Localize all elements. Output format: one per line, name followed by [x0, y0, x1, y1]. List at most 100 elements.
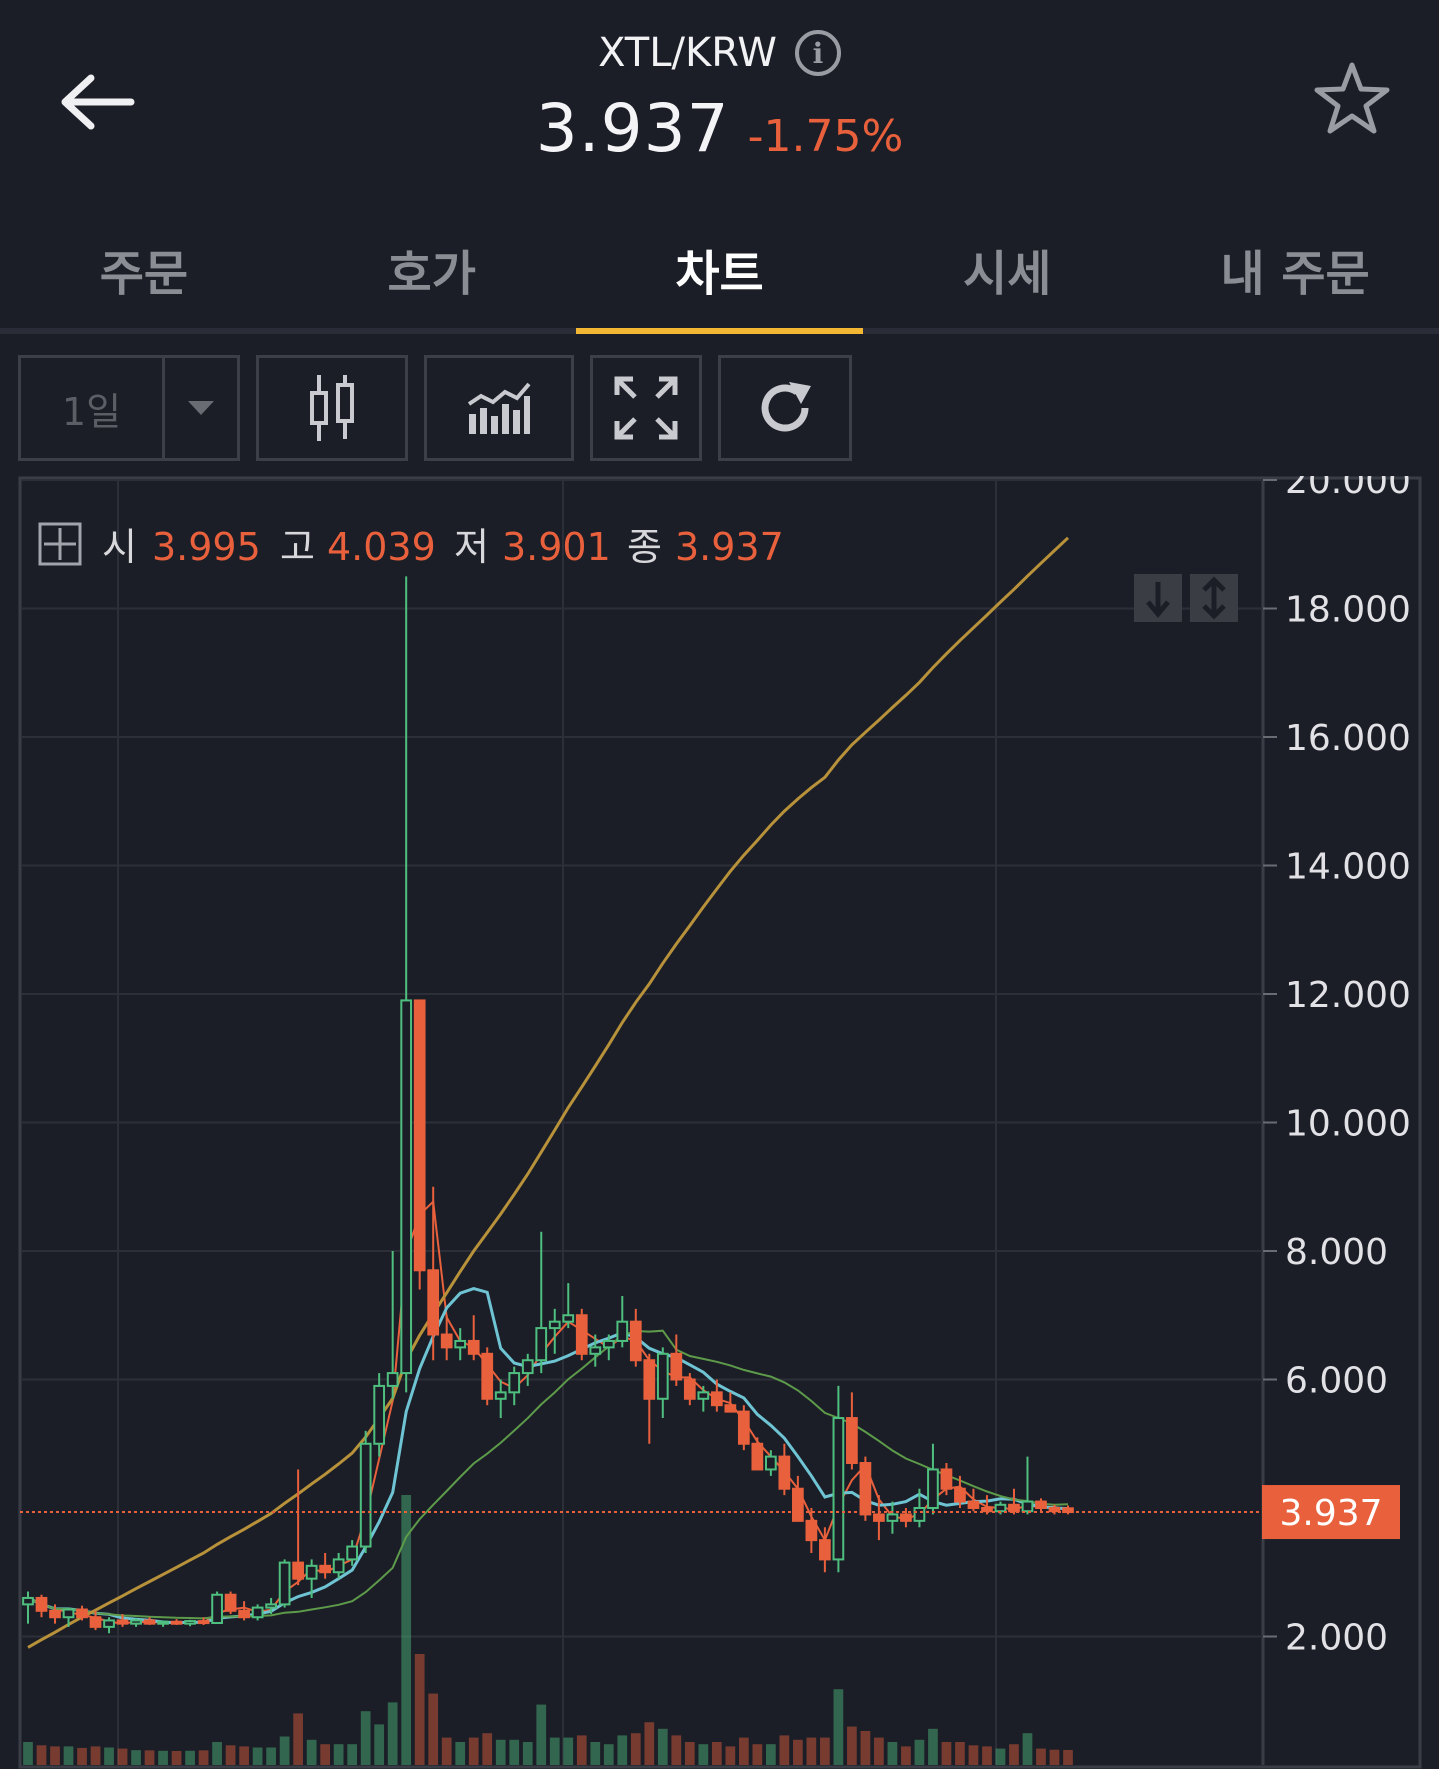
volume-bar-25	[360, 1711, 371, 1765]
tab-chart[interactable]: 차트	[575, 210, 864, 334]
volume-bar-23	[333, 1744, 344, 1765]
candle-body-21	[305, 1564, 318, 1580]
candle-body-58	[805, 1519, 818, 1542]
volume-bar-16	[239, 1746, 249, 1765]
price-chart[interactable]: 2.000 6.000 8.000 10.000 12.000 14.000 16.000 1…	[18, 461, 1422, 1769]
candle-body-60	[832, 1417, 845, 1561]
candle-body-61	[846, 1417, 858, 1465]
low-label: 저	[454, 525, 489, 569]
volume-bar-67	[928, 1728, 938, 1765]
tab-market[interactable]: 시세	[863, 210, 1151, 328]
candle-body-12	[184, 1620, 196, 1625]
volume-bar-15	[225, 1745, 236, 1765]
interval-value: 1일	[21, 358, 165, 458]
volume-bar-55	[765, 1744, 776, 1765]
candle-body-2	[49, 1609, 61, 1619]
volume-bar-34	[482, 1733, 493, 1765]
volume-bar-1	[36, 1745, 47, 1765]
volume-bar-18	[266, 1747, 276, 1765]
volume-bar-63	[874, 1737, 884, 1765]
volume-bar-44	[617, 1735, 628, 1765]
indicators-button[interactable]	[424, 355, 574, 461]
volume-bar-39	[549, 1737, 560, 1765]
chart-canvas[interactable]: 2.000 6.000 8.000 10.000 12.000 14.000 16.000 1…	[18, 461, 1422, 1769]
candle-body-43	[602, 1339, 615, 1349]
candle-body-23	[332, 1558, 345, 1574]
chart-type-button[interactable]	[256, 355, 408, 461]
volume-bar-11	[171, 1751, 182, 1765]
volume-bar-69	[955, 1742, 965, 1765]
info-icon[interactable]: i	[794, 30, 841, 76]
volume-bar-72	[995, 1748, 1006, 1765]
candle-body-31	[440, 1333, 453, 1349]
volume-bar-29	[414, 1654, 425, 1765]
legend-toggle-icon[interactable]	[38, 522, 82, 566]
candle-body-73	[1008, 1503, 1020, 1513]
candle-body-52	[724, 1404, 737, 1413]
candle-body-34	[481, 1352, 494, 1400]
volume-bar-13	[198, 1750, 209, 1765]
volume-bar-7	[117, 1748, 128, 1765]
candle-body-20	[292, 1561, 304, 1580]
volume-bar-22	[320, 1744, 331, 1765]
tab-orderbook[interactable]: 호가	[288, 210, 576, 328]
candle-body-4	[76, 1608, 88, 1619]
y-tick-label-3: 10.000	[1285, 1104, 1411, 1145]
candle-body-50	[697, 1391, 710, 1400]
volume-bar-42	[590, 1742, 601, 1765]
ohlc-legend: 시 3.995 고 4.039 저 3.901 종 3.937	[38, 522, 784, 569]
interval-select[interactable]: 1일	[18, 355, 240, 461]
candle-body-76	[1048, 1507, 1061, 1513]
tab-bar: 주문 호가 차트 시세 내 주문	[0, 210, 1439, 334]
fit-vertical-button[interactable]	[1190, 574, 1238, 622]
tab-chart-label: 차트	[675, 246, 764, 302]
volume-bar-47	[657, 1728, 668, 1765]
candle-body-38	[535, 1327, 548, 1362]
candle-body-15	[224, 1593, 237, 1612]
volume-bar-51	[711, 1742, 722, 1765]
candle-body-41	[575, 1314, 588, 1355]
volume-bar-45	[630, 1733, 641, 1765]
favorite-button[interactable]	[1310, 56, 1394, 140]
volume-bar-65	[901, 1746, 911, 1765]
volume-bar-40	[563, 1737, 574, 1765]
candle-body-71	[981, 1507, 993, 1513]
volume-bar-8	[131, 1750, 141, 1765]
scroll-down-button[interactable]	[1134, 574, 1182, 622]
fullscreen-button[interactable]	[590, 355, 702, 461]
tab-order[interactable]: 주문	[0, 210, 288, 328]
volume-bar-43	[603, 1744, 614, 1765]
volume-bar-17	[252, 1747, 263, 1765]
candle-body-65	[900, 1513, 912, 1522]
candle-body-72	[994, 1503, 1007, 1513]
y-tick-label-6: 16.000	[1285, 718, 1411, 759]
candle-body-45	[629, 1320, 642, 1362]
star-icon	[1314, 62, 1390, 134]
refresh-button[interactable]	[718, 355, 852, 461]
back-button[interactable]	[56, 60, 140, 144]
candle-body-28	[400, 999, 413, 1375]
tab-orderbook-label: 호가	[387, 246, 476, 302]
price-change: -1.75%	[747, 111, 904, 162]
tab-my-orders[interactable]: 내 주문	[1151, 210, 1439, 328]
candlesticks	[22, 576, 1074, 1634]
candle-body-6	[103, 1619, 115, 1628]
candle-body-55	[764, 1455, 777, 1471]
candle-body-57	[792, 1487, 804, 1522]
y-tick-label-5: 14.000	[1285, 847, 1411, 888]
candle-body-64	[886, 1513, 899, 1522]
candle-body-14	[211, 1593, 223, 1625]
candle-body-54	[751, 1442, 764, 1471]
volume-bar-54	[752, 1744, 763, 1765]
volume-bar-4	[77, 1747, 87, 1765]
y-tick-label-2: 8.000	[1285, 1232, 1388, 1273]
interval-dropdown[interactable]	[165, 358, 237, 458]
candle-body-9	[143, 1619, 156, 1625]
title-block: XTL/KRW i 3.937 -1.75%	[0, 30, 1439, 167]
candle-body-27	[386, 1372, 399, 1387]
high-value: 4.039	[327, 525, 436, 569]
volume-bars	[23, 1495, 1073, 1765]
expand-icon	[614, 376, 678, 440]
candle-body-19	[278, 1561, 291, 1606]
candle-body-30	[427, 1269, 440, 1336]
